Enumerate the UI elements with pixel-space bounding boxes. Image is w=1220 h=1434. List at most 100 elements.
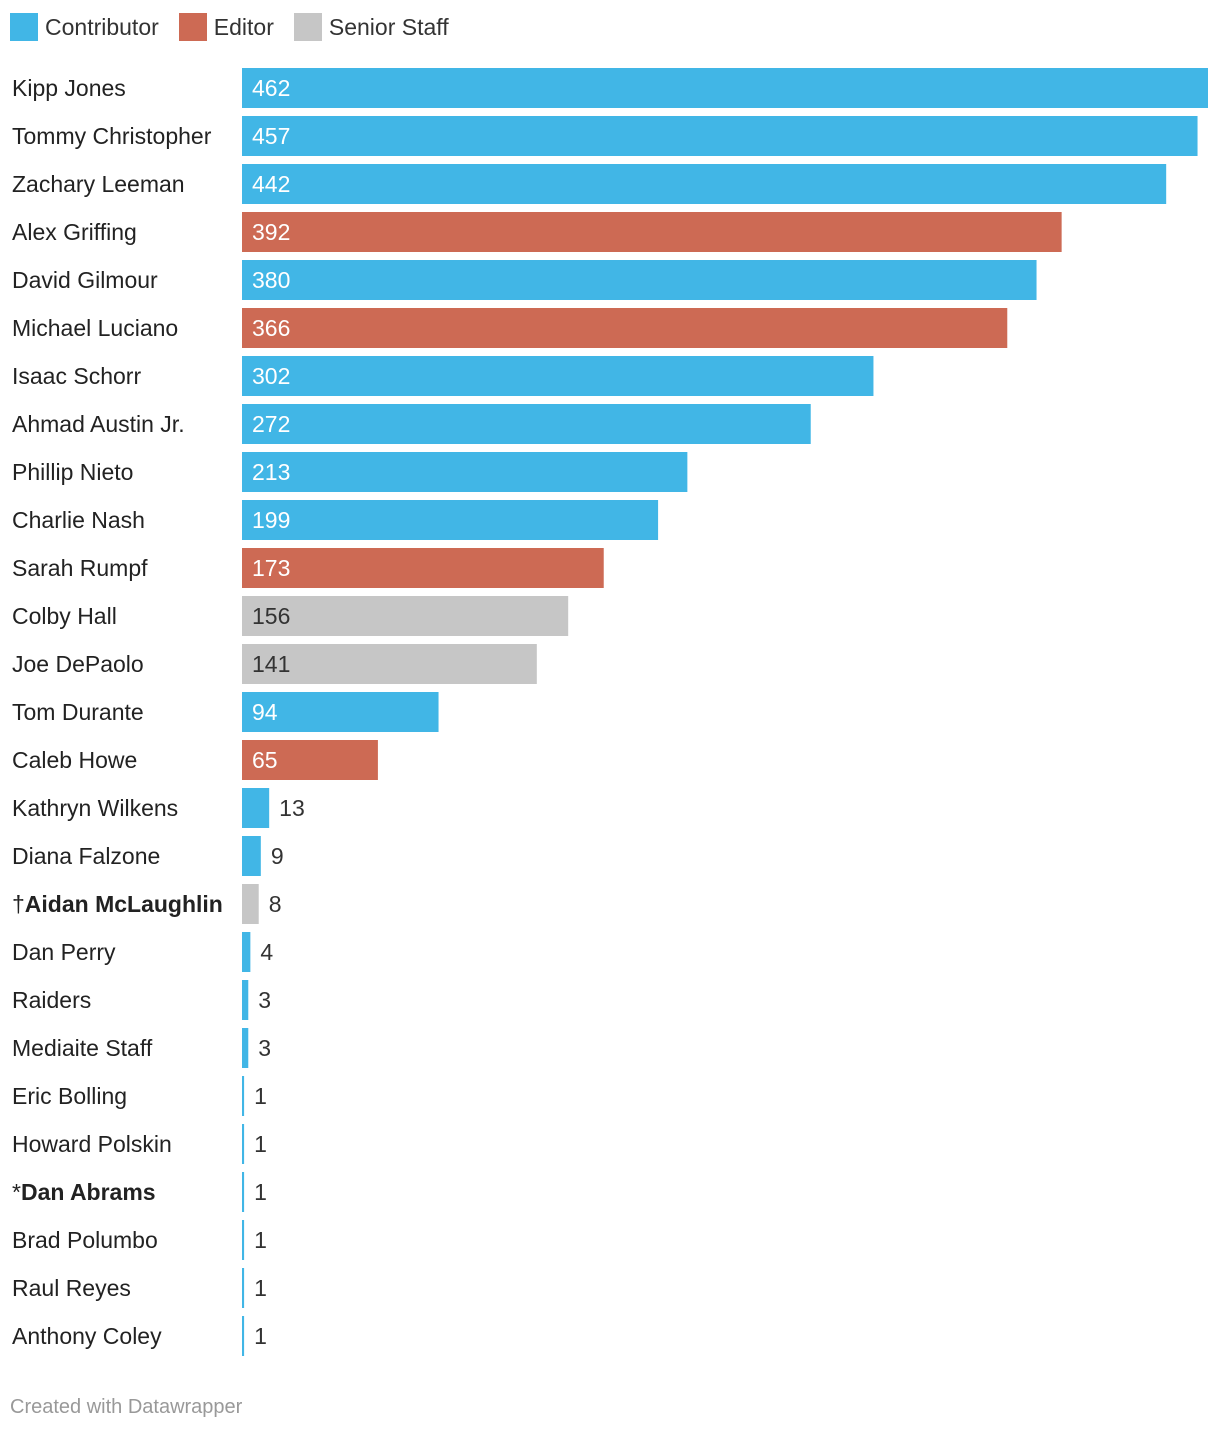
category-label-text: Phillip Nieto bbox=[12, 459, 133, 485]
value-label-charlie-nash: 199 bbox=[252, 507, 290, 533]
category-label-brad-polumbo: Brad Polumbo bbox=[12, 1227, 158, 1253]
category-label-marker: † bbox=[12, 891, 25, 917]
category-label-text: Charlie Nash bbox=[12, 507, 145, 533]
legend: Contributor Editor Senior Staff bbox=[10, 12, 469, 42]
bar-aidan-mclaughlin[interactable] bbox=[242, 884, 259, 924]
legend-swatch-senior-staff bbox=[293, 13, 322, 41]
category-label-dan-perry: Dan Perry bbox=[12, 939, 116, 965]
value-label-tom-durante: 94 bbox=[252, 699, 278, 725]
category-label-text: Tommy Christopher bbox=[12, 123, 212, 149]
category-label-phillip-nieto: Phillip Nieto bbox=[12, 459, 133, 485]
category-label-caleb-howe: Caleb Howe bbox=[12, 747, 137, 773]
category-label-text: Tom Durante bbox=[12, 699, 144, 725]
bar-charlie-nash[interactable] bbox=[242, 500, 659, 540]
category-label-text: Kathryn Wilkens bbox=[12, 795, 178, 821]
value-label-diana-falzone: 9 bbox=[271, 843, 284, 869]
category-label-text: Colby Hall bbox=[12, 603, 117, 629]
category-label-text: Isaac Schorr bbox=[12, 363, 141, 389]
category-label-joe-depaolo: Joe DePaolo bbox=[12, 651, 144, 677]
bar-diana-falzone[interactable] bbox=[242, 836, 261, 876]
value-label-aidan-mclaughlin: 8 bbox=[269, 891, 282, 917]
category-label-text: Dan Abrams bbox=[21, 1179, 156, 1205]
category-label-marker: * bbox=[12, 1179, 21, 1205]
category-label-diana-falzone: Diana Falzone bbox=[12, 843, 160, 869]
value-label-caleb-howe: 65 bbox=[252, 747, 278, 773]
value-label-michael-luciano: 366 bbox=[252, 315, 290, 341]
value-label-tommy-christopher: 457 bbox=[252, 123, 290, 149]
bar-tom-durante[interactable] bbox=[242, 692, 439, 732]
bar-anthony-coley[interactable] bbox=[242, 1316, 245, 1356]
category-label-aidan-mclaughlin: †Aidan McLaughlin bbox=[12, 891, 223, 917]
legend-swatch-editor bbox=[178, 13, 207, 41]
category-label-text: Alex Griffing bbox=[12, 219, 137, 245]
footer-credit[interactable]: Created with Datawrapper bbox=[10, 1396, 243, 1418]
value-label-ahmad-austin-jr: 272 bbox=[252, 411, 290, 437]
category-label-charlie-nash: Charlie Nash bbox=[12, 507, 145, 533]
bar-michael-luciano[interactable] bbox=[242, 308, 1008, 348]
bar-caleb-howe[interactable] bbox=[242, 740, 378, 780]
value-label-alex-griffing: 392 bbox=[252, 219, 290, 245]
value-label-dan-abrams: 1 bbox=[254, 1179, 267, 1205]
bar-kipp-jones[interactable] bbox=[242, 68, 1208, 108]
bar-colby-hall[interactable] bbox=[242, 596, 569, 636]
category-label-kathryn-wilkens: Kathryn Wilkens bbox=[12, 795, 178, 821]
bar-dan-abrams[interactable] bbox=[242, 1172, 245, 1212]
category-label-text: Anthony Coley bbox=[12, 1323, 162, 1349]
value-label-eric-bolling: 1 bbox=[254, 1083, 267, 1109]
category-label-text: Zachary Leeman bbox=[12, 171, 185, 197]
category-label-anthony-coley: Anthony Coley bbox=[12, 1323, 162, 1349]
legend-item-editor: Editor bbox=[178, 13, 274, 41]
value-label-colby-hall: 156 bbox=[252, 603, 290, 629]
category-label-text: David Gilmour bbox=[12, 267, 158, 293]
category-label-eric-bolling: Eric Bolling bbox=[12, 1083, 127, 1109]
category-label-kipp-jones: Kipp Jones bbox=[12, 75, 126, 101]
legend-label-editor: Editor bbox=[213, 13, 274, 40]
category-label-text: Raul Reyes bbox=[12, 1275, 131, 1301]
bar-kathryn-wilkens[interactable] bbox=[242, 788, 270, 828]
category-label-text: Michael Luciano bbox=[12, 315, 178, 341]
category-label-text: Diana Falzone bbox=[12, 843, 160, 869]
category-label-text: Raiders bbox=[12, 987, 91, 1013]
bar-alex-griffing[interactable] bbox=[242, 212, 1062, 252]
bar-howard-polskin[interactable] bbox=[242, 1124, 245, 1164]
value-label-raul-reyes: 1 bbox=[254, 1275, 267, 1301]
category-label-isaac-schorr: Isaac Schorr bbox=[12, 363, 141, 389]
value-label-raiders: 3 bbox=[258, 987, 271, 1013]
category-label-tommy-christopher: Tommy Christopher bbox=[12, 123, 212, 149]
category-label-tom-durante: Tom Durante bbox=[12, 699, 144, 725]
bar-raiders[interactable] bbox=[242, 980, 249, 1020]
category-label-raul-reyes: Raul Reyes bbox=[12, 1275, 131, 1301]
bar-sarah-rumpf[interactable] bbox=[242, 548, 604, 588]
category-label-dan-abrams: *Dan Abrams bbox=[12, 1179, 156, 1205]
bar-isaac-schorr[interactable] bbox=[242, 356, 874, 396]
value-label-kipp-jones: 462 bbox=[252, 75, 290, 101]
bar-eric-bolling[interactable] bbox=[242, 1076, 245, 1116]
category-label-howard-polskin: Howard Polskin bbox=[12, 1131, 172, 1157]
bar-joe-depaolo[interactable] bbox=[242, 644, 537, 684]
legend-label-contributor: Contributor bbox=[45, 13, 159, 40]
category-label-text: Dan Perry bbox=[12, 939, 116, 965]
category-label-colby-hall: Colby Hall bbox=[12, 603, 117, 629]
category-label-text: Kipp Jones bbox=[12, 75, 126, 101]
bar-dan-perry[interactable] bbox=[242, 932, 251, 972]
bar-brad-polumbo[interactable] bbox=[242, 1220, 245, 1260]
legend-item-contributor: Contributor bbox=[10, 13, 159, 41]
bar-david-gilmour[interactable] bbox=[242, 260, 1037, 300]
category-label-text: Eric Bolling bbox=[12, 1083, 127, 1109]
value-label-kathryn-wilkens: 13 bbox=[279, 795, 305, 821]
legend-swatch-contributor bbox=[10, 13, 38, 41]
bar-zachary-leeman[interactable] bbox=[242, 164, 1167, 204]
value-label-phillip-nieto: 213 bbox=[252, 459, 290, 485]
value-label-dan-perry: 4 bbox=[260, 939, 273, 965]
category-label-text: Brad Polumbo bbox=[12, 1227, 158, 1253]
value-label-zachary-leeman: 442 bbox=[252, 171, 290, 197]
bar-ahmad-austin-jr[interactable] bbox=[242, 404, 811, 444]
bar-chart: Kipp Jones 462 Tommy Christopher 457 Zachary… bbox=[12, 68, 1208, 1356]
category-label-text: Ahmad Austin Jr. bbox=[12, 411, 185, 437]
bar-raul-reyes[interactable] bbox=[242, 1268, 245, 1308]
bar-phillip-nieto[interactable] bbox=[242, 452, 688, 492]
category-label-text: Sarah Rumpf bbox=[12, 555, 148, 581]
bar-tommy-christopher[interactable] bbox=[242, 116, 1198, 156]
category-label-text: Aidan McLaughlin bbox=[25, 891, 223, 917]
bar-mediaite-staff[interactable] bbox=[242, 1028, 249, 1068]
